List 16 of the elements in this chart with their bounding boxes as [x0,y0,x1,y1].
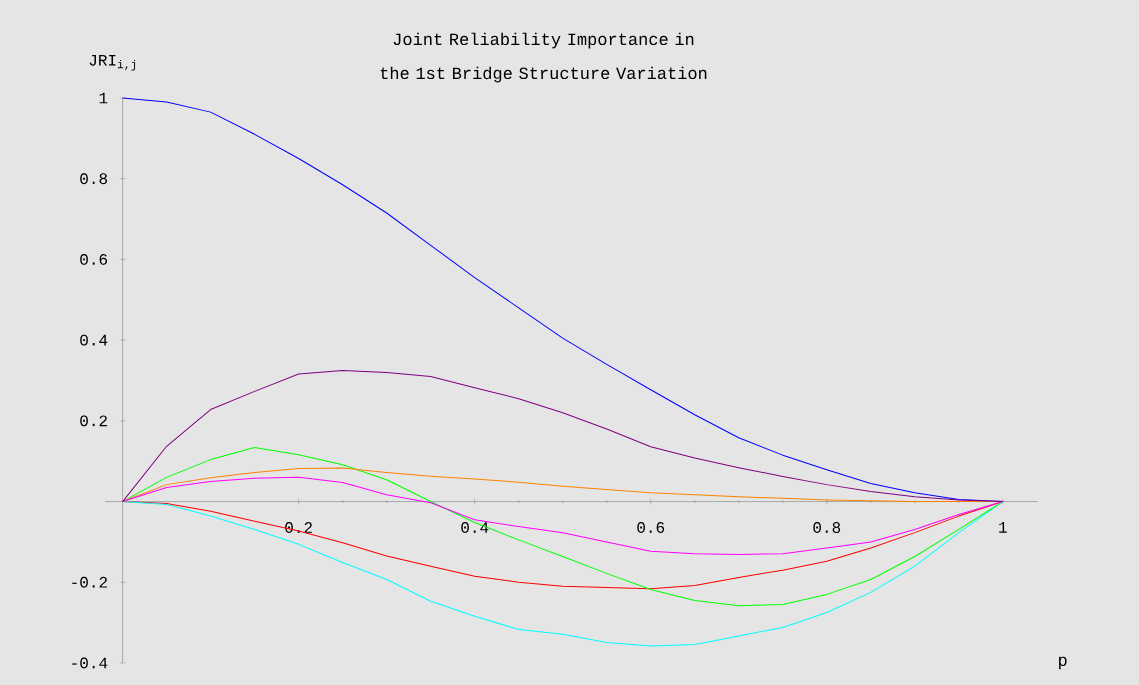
x-axis-title: p [1059,656,1067,670]
y-tick-label: 0.2 [80,415,107,427]
x-tick-label: 0.4 [461,522,489,533]
y-tick-label: 1 [99,92,108,104]
y-tick-label: -0.2 [72,576,107,588]
x-tick-label: 0.8 [813,522,841,533]
x-tick-label: 1 [999,522,1007,533]
y-axis-title: JRI$_{i,j}$ [89,55,136,71]
y-tick-label: 0.8 [80,173,108,185]
y-tick-label: 0.4 [80,334,108,346]
line-series [122,369,1004,503]
x-tick-label: 0.6 [637,522,665,533]
chart-title: Joint Reliability Importance in the 1st Bridge Structure Variation [380,32,707,83]
y-tick-label: 0.6 [80,254,108,265]
x-tick-label: 0.2 [285,522,312,533]
y-tick-label: -0.4 [72,657,108,669]
